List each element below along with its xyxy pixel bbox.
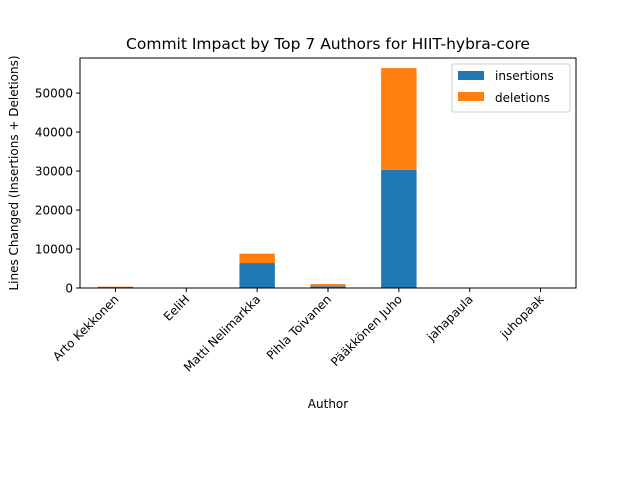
x-axis-label: Author	[308, 397, 348, 411]
chart-title: Commit Impact by Top 7 Authors for HIIT-…	[126, 35, 530, 53]
legend-swatch-deletions	[458, 92, 484, 101]
y-axis: 0 10000 20000 30000 40000 50000	[35, 87, 80, 296]
bars	[97, 68, 559, 288]
x-tick-label: juhopaak	[497, 292, 547, 342]
x-tick-label: jahapaula	[424, 292, 476, 344]
x-tick-label: Matti Nelimarkka	[181, 292, 263, 374]
legend-label-insertions: insertions	[495, 69, 554, 83]
y-tick-label: 40000	[35, 126, 73, 140]
plot-frame	[79, 57, 577, 289]
legend: insertions deletions	[451, 63, 571, 113]
y-tick-label: 10000	[35, 243, 73, 257]
bar-deletions-2	[239, 253, 275, 264]
y-tick-label: 30000	[35, 165, 73, 179]
legend-swatch-insertions	[458, 71, 484, 80]
y-axis-label: Lines Changed (Insertions + Deletions)	[7, 55, 21, 290]
x-tick-label: Pääkkönen Juho	[328, 292, 405, 369]
bar-insertions-4	[381, 169, 417, 288]
bar-deletions-3	[310, 284, 346, 287]
x-tick-label: EeliH	[161, 292, 193, 324]
x-tick-label: Arto Kekkonen	[50, 292, 121, 363]
bar-insertions-3	[310, 286, 346, 288]
legend-label-deletions: deletions	[495, 91, 550, 105]
x-tick-label: Pihla Toivanen	[264, 292, 334, 362]
bar-insertions-2	[239, 263, 275, 288]
y-tick-label: 50000	[35, 87, 73, 101]
bar-deletions-4	[381, 68, 417, 170]
y-tick-label: 20000	[35, 204, 73, 218]
y-tick-label: 0	[65, 282, 73, 296]
